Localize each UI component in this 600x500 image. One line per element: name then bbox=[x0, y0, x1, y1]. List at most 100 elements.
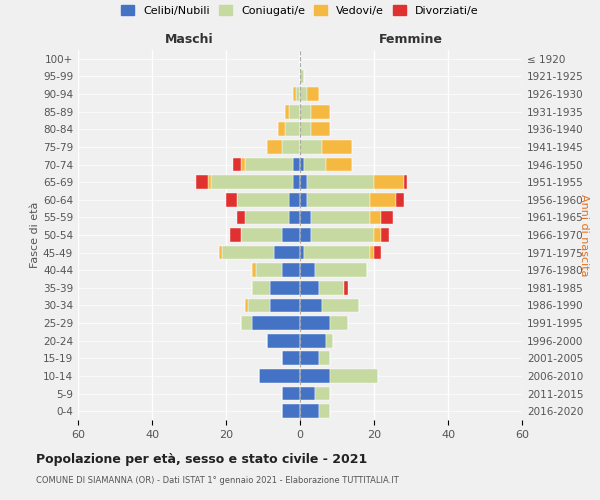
Bar bbox=[311, 105, 329, 118]
Bar bbox=[281, 404, 300, 418]
Bar bbox=[293, 158, 300, 172]
Bar bbox=[278, 122, 285, 136]
Bar bbox=[307, 176, 374, 189]
Bar bbox=[296, 87, 300, 101]
Bar bbox=[300, 158, 304, 172]
Bar bbox=[208, 176, 211, 189]
Bar bbox=[374, 176, 404, 189]
Bar bbox=[289, 193, 300, 206]
Bar bbox=[300, 87, 307, 101]
Bar bbox=[241, 158, 245, 172]
Bar bbox=[256, 264, 281, 277]
Bar bbox=[404, 176, 407, 189]
Bar bbox=[289, 105, 300, 118]
Bar bbox=[300, 246, 304, 260]
Bar bbox=[281, 264, 300, 277]
Bar bbox=[300, 122, 311, 136]
Bar bbox=[252, 316, 300, 330]
Bar bbox=[307, 87, 319, 101]
Bar bbox=[382, 228, 389, 242]
Y-axis label: Fasce di età: Fasce di età bbox=[30, 202, 40, 268]
Bar bbox=[245, 298, 248, 312]
Bar bbox=[315, 386, 329, 400]
Bar bbox=[223, 246, 274, 260]
Bar bbox=[300, 281, 319, 294]
Bar bbox=[311, 228, 374, 242]
Bar bbox=[300, 316, 329, 330]
Bar bbox=[300, 210, 311, 224]
Bar bbox=[289, 210, 300, 224]
Bar bbox=[374, 246, 382, 260]
Bar bbox=[370, 246, 374, 260]
Bar bbox=[218, 246, 223, 260]
Bar bbox=[281, 352, 300, 365]
Bar bbox=[271, 298, 300, 312]
Text: COMUNE DI SIAMANNA (OR) - Dati ISTAT 1° gennaio 2021 - Elaborazione TUTTITALIA.I: COMUNE DI SIAMANNA (OR) - Dati ISTAT 1° … bbox=[36, 476, 399, 485]
Bar bbox=[311, 122, 329, 136]
Bar bbox=[300, 404, 319, 418]
Bar bbox=[241, 316, 252, 330]
Bar bbox=[300, 70, 304, 84]
Bar bbox=[285, 105, 289, 118]
Bar bbox=[300, 228, 311, 242]
Bar bbox=[266, 140, 281, 154]
Bar bbox=[304, 246, 370, 260]
Bar bbox=[315, 264, 367, 277]
Y-axis label: Anni di nascita: Anni di nascita bbox=[579, 194, 589, 276]
Bar bbox=[300, 140, 322, 154]
Bar bbox=[274, 246, 300, 260]
Bar bbox=[322, 298, 359, 312]
Bar bbox=[319, 404, 329, 418]
Bar bbox=[344, 281, 348, 294]
Bar bbox=[300, 176, 307, 189]
Bar bbox=[293, 87, 296, 101]
Bar bbox=[319, 352, 329, 365]
Bar bbox=[248, 298, 271, 312]
Bar bbox=[281, 228, 300, 242]
Bar bbox=[307, 193, 370, 206]
Bar bbox=[370, 193, 396, 206]
Bar bbox=[300, 298, 322, 312]
Bar bbox=[382, 210, 392, 224]
Bar bbox=[304, 158, 326, 172]
Bar bbox=[370, 210, 382, 224]
Bar bbox=[285, 122, 300, 136]
Bar bbox=[300, 369, 329, 383]
Bar bbox=[300, 264, 315, 277]
Bar bbox=[241, 228, 281, 242]
Bar bbox=[396, 193, 404, 206]
Bar bbox=[226, 193, 237, 206]
Bar bbox=[252, 281, 271, 294]
Text: Femmine: Femmine bbox=[379, 34, 443, 46]
Bar bbox=[237, 193, 289, 206]
Bar bbox=[245, 158, 293, 172]
Bar bbox=[293, 176, 300, 189]
Bar bbox=[281, 140, 300, 154]
Bar bbox=[211, 176, 293, 189]
Bar bbox=[326, 334, 334, 347]
Bar bbox=[281, 386, 300, 400]
Bar bbox=[259, 369, 300, 383]
Bar bbox=[322, 140, 352, 154]
Bar bbox=[300, 386, 315, 400]
Bar bbox=[319, 281, 344, 294]
Bar bbox=[271, 281, 300, 294]
Bar bbox=[245, 210, 289, 224]
Bar bbox=[237, 210, 245, 224]
Bar bbox=[326, 158, 352, 172]
Bar bbox=[300, 193, 307, 206]
Legend: Celibi/Nubili, Coniugati/e, Vedovi/e, Divorziati/e: Celibi/Nubili, Coniugati/e, Vedovi/e, Di… bbox=[117, 0, 483, 20]
Text: Popolazione per età, sesso e stato civile - 2021: Popolazione per età, sesso e stato civil… bbox=[36, 452, 367, 466]
Bar bbox=[311, 210, 370, 224]
Bar bbox=[196, 176, 208, 189]
Bar bbox=[266, 334, 300, 347]
Bar bbox=[329, 369, 378, 383]
Text: Maschi: Maschi bbox=[164, 34, 214, 46]
Bar bbox=[329, 316, 348, 330]
Bar bbox=[300, 334, 326, 347]
Bar bbox=[230, 228, 241, 242]
Bar bbox=[300, 105, 311, 118]
Bar bbox=[374, 228, 382, 242]
Bar bbox=[252, 264, 256, 277]
Bar bbox=[233, 158, 241, 172]
